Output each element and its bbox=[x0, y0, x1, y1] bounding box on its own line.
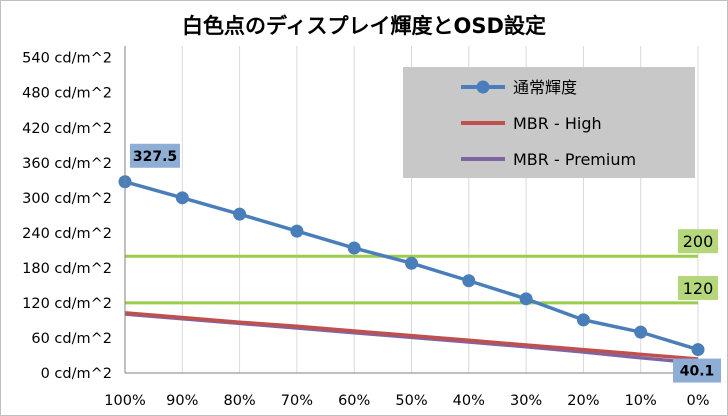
x-tick-label: 40% bbox=[453, 393, 485, 409]
series-point bbox=[462, 274, 476, 288]
legend-box bbox=[403, 67, 695, 178]
y-tick-label: 480 cd/m^2 bbox=[22, 86, 112, 102]
y-tick-label: 540 cd/m^2 bbox=[22, 51, 112, 67]
legend-label: MBR - Premium bbox=[513, 150, 636, 169]
x-tick-label: 0% bbox=[686, 393, 709, 409]
y-axis-ticks: 0 cd/m^2 60 cd/m^2 120 cd/m^2 180 cd/m^2 240… bbox=[22, 51, 112, 382]
x-axis-ticks: 100% 90% 80% 70% 60% 50% 40% 30% 20% 10% 0% bbox=[104, 393, 709, 409]
reference-label-bg bbox=[678, 275, 718, 300]
series-line bbox=[124, 311, 699, 361]
series-point bbox=[233, 207, 247, 221]
x-tick-label: 90% bbox=[166, 393, 198, 409]
x-tick-label: 10% bbox=[625, 393, 657, 409]
chart-title: 白色点のディスプレイ輝度とOSD設定 bbox=[182, 14, 546, 38]
series-point bbox=[634, 325, 648, 339]
series-point bbox=[691, 343, 705, 357]
y-tick-label: 120 cd/m^2 bbox=[22, 296, 112, 312]
data-label-bg bbox=[130, 143, 180, 168]
data-label-bg bbox=[673, 358, 721, 383]
y-tick-label: 360 cd/m^2 bbox=[22, 156, 112, 172]
x-tick-label: 60% bbox=[338, 393, 370, 409]
data-labels: 327.5 40.1 bbox=[130, 143, 721, 383]
legend-marker bbox=[476, 80, 490, 94]
series-point bbox=[175, 191, 189, 205]
x-tick-label: 30% bbox=[510, 393, 542, 409]
reference-label-bg bbox=[678, 229, 718, 254]
x-tick-label: 80% bbox=[223, 393, 255, 409]
data-label: 327.5 bbox=[133, 149, 177, 165]
legend: 通常輝度 MBR - High MBR - Premium bbox=[403, 67, 695, 178]
y-tick-label: 240 cd/m^2 bbox=[22, 226, 112, 242]
legend-label: MBR - High bbox=[513, 114, 602, 133]
series-point bbox=[290, 224, 304, 238]
axes bbox=[124, 46, 698, 374]
legend-label: 通常輝度 bbox=[513, 78, 577, 97]
series-point bbox=[347, 241, 361, 255]
y-tick-label: 0 cd/m^2 bbox=[41, 366, 112, 382]
reference-lines: 200 120 bbox=[125, 229, 718, 305]
series-point bbox=[405, 256, 418, 270]
y-tick-label: 60 cd/m^2 bbox=[31, 331, 112, 347]
y-tick-label: 300 cd/m^2 bbox=[22, 191, 112, 207]
x-tick-label: 100% bbox=[104, 393, 145, 409]
series-point bbox=[519, 292, 533, 306]
y-tick-label: 420 cd/m^2 bbox=[22, 121, 112, 137]
x-tick-label: 20% bbox=[567, 393, 599, 409]
x-tick-label: 70% bbox=[281, 393, 313, 409]
y-tick-label: 180 cd/m^2 bbox=[22, 261, 112, 277]
series-lines bbox=[118, 175, 705, 365]
x-tick-label: 50% bbox=[395, 393, 427, 409]
reference-label: 120 bbox=[683, 279, 714, 298]
reference-label: 200 bbox=[683, 232, 714, 251]
series-point bbox=[576, 313, 590, 327]
data-label: 40.1 bbox=[680, 364, 715, 380]
